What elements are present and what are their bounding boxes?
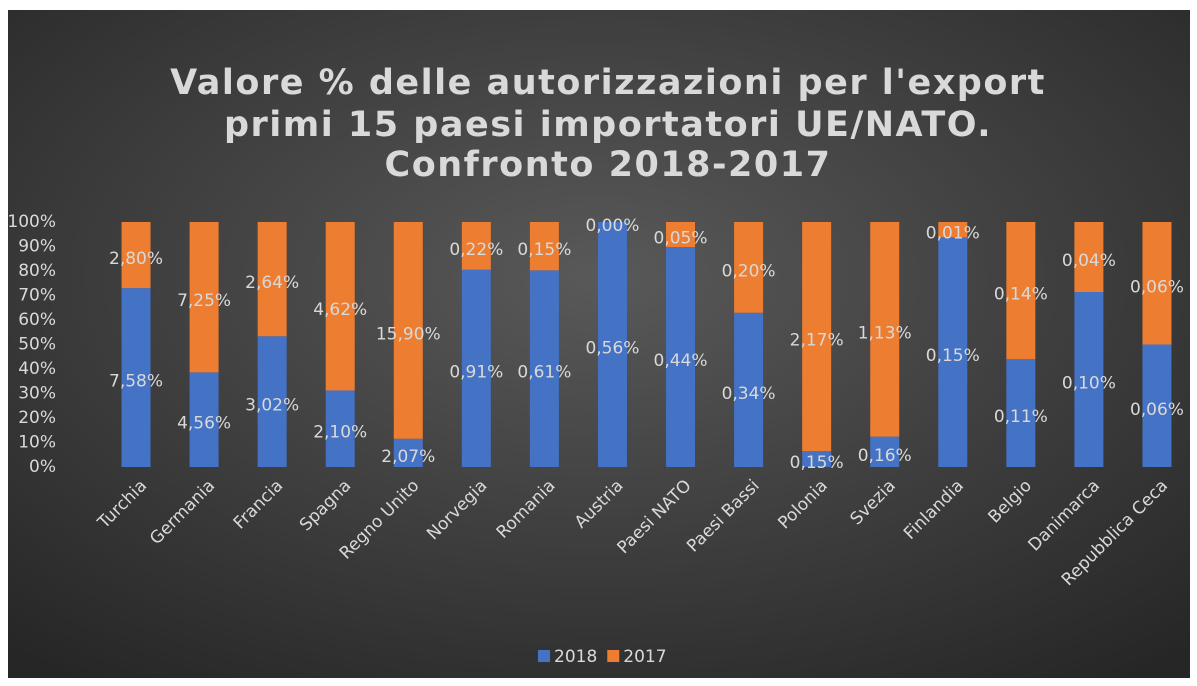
y-tick-label: 60%: [18, 310, 56, 330]
bar-segment: [666, 247, 696, 467]
y-tick-label: 80%: [18, 261, 56, 281]
bar-segment: [325, 390, 355, 467]
bar-segment: [938, 222, 968, 238]
bar-segment: [734, 222, 764, 313]
legend-label: 2018: [554, 647, 597, 667]
data-label: 0,06%: [1130, 277, 1184, 297]
data-label: 0,00%: [585, 216, 639, 236]
data-label: 0,44%: [654, 351, 708, 371]
bar-segment: [257, 222, 287, 337]
bar-segment: [121, 288, 151, 467]
bar-segment: [189, 372, 219, 467]
data-label: 2,17%: [790, 331, 844, 351]
chart-title: Confronto 2018-2017: [385, 145, 832, 185]
bar-segment: [189, 222, 219, 373]
bar-segment: [1074, 292, 1104, 467]
bar-segment: [529, 222, 559, 271]
chart-title: primi 15 paesi importatori UE/NATO.: [224, 105, 992, 145]
data-label: 0,16%: [858, 446, 912, 466]
data-label: 0,01%: [926, 224, 980, 244]
data-label: 0,22%: [449, 240, 503, 260]
data-label: 0,34%: [722, 384, 776, 404]
data-label: 0,91%: [449, 362, 503, 382]
bar-segment: [870, 222, 900, 437]
bar-segment: [802, 222, 832, 452]
data-label: 0,11%: [994, 407, 1048, 427]
bar-segment: [393, 438, 423, 467]
data-label: 1,13%: [858, 323, 912, 343]
y-tick-label: 10%: [18, 433, 56, 453]
bar-segment: [1006, 222, 1036, 360]
y-tick-label: 100%: [7, 212, 56, 232]
y-tick-label: 70%: [18, 286, 56, 306]
chart-title: Valore % delle autorizzazioni per l'expo…: [170, 63, 1046, 103]
bar-segment: [597, 222, 627, 467]
data-label: 0,06%: [1130, 400, 1184, 420]
data-label: 2,07%: [381, 447, 435, 467]
data-label: 2,80%: [109, 249, 163, 269]
bar-segment: [870, 436, 900, 467]
bar-segment: [461, 269, 491, 467]
data-label: 2,64%: [245, 273, 299, 293]
data-label: 2,10%: [313, 423, 367, 443]
bar-segment: [666, 222, 696, 247]
data-label: 4,62%: [313, 300, 367, 320]
bar-segment: [461, 222, 491, 270]
data-label: 4,56%: [177, 414, 231, 434]
data-label: 3,02%: [245, 396, 299, 416]
y-tick-label: 90%: [18, 237, 56, 257]
data-label: 7,58%: [109, 372, 163, 392]
y-tick-label: 40%: [18, 359, 56, 379]
bar-segment: [529, 270, 559, 467]
data-label: 15,90%: [376, 324, 441, 344]
data-label: 0,20%: [722, 261, 776, 281]
data-label: 0,15%: [517, 240, 571, 260]
data-label: 0,15%: [790, 453, 844, 473]
data-label: 0,15%: [926, 346, 980, 366]
data-label: 0,05%: [654, 229, 708, 249]
bar-segment: [1142, 344, 1172, 467]
data-label: 0,04%: [1062, 251, 1116, 271]
y-tick-label: 20%: [18, 408, 56, 428]
bar-segment: [257, 336, 287, 467]
data-label: 0,61%: [517, 363, 571, 383]
bar-segment: [1006, 359, 1036, 467]
y-tick-label: 50%: [18, 335, 56, 355]
bar-segment: [325, 222, 355, 391]
legend-label: 2017: [623, 647, 666, 667]
y-tick-label: 30%: [18, 384, 56, 404]
data-label: 7,25%: [177, 291, 231, 311]
bar-segment: [393, 222, 423, 439]
data-label: 0,14%: [994, 285, 1048, 305]
legend-swatch: [607, 650, 620, 662]
bar-segment: [734, 312, 764, 467]
bar-segment: [1074, 222, 1104, 292]
y-tick-label: 0%: [29, 457, 56, 477]
legend-swatch: [538, 650, 550, 662]
bar-segment: [1142, 222, 1172, 345]
bar-segment: [802, 451, 832, 467]
bar-segment: [121, 222, 151, 289]
bar-segment: [938, 237, 968, 467]
data-label: 0,10%: [1062, 374, 1116, 394]
data-label: 0,56%: [585, 339, 639, 359]
